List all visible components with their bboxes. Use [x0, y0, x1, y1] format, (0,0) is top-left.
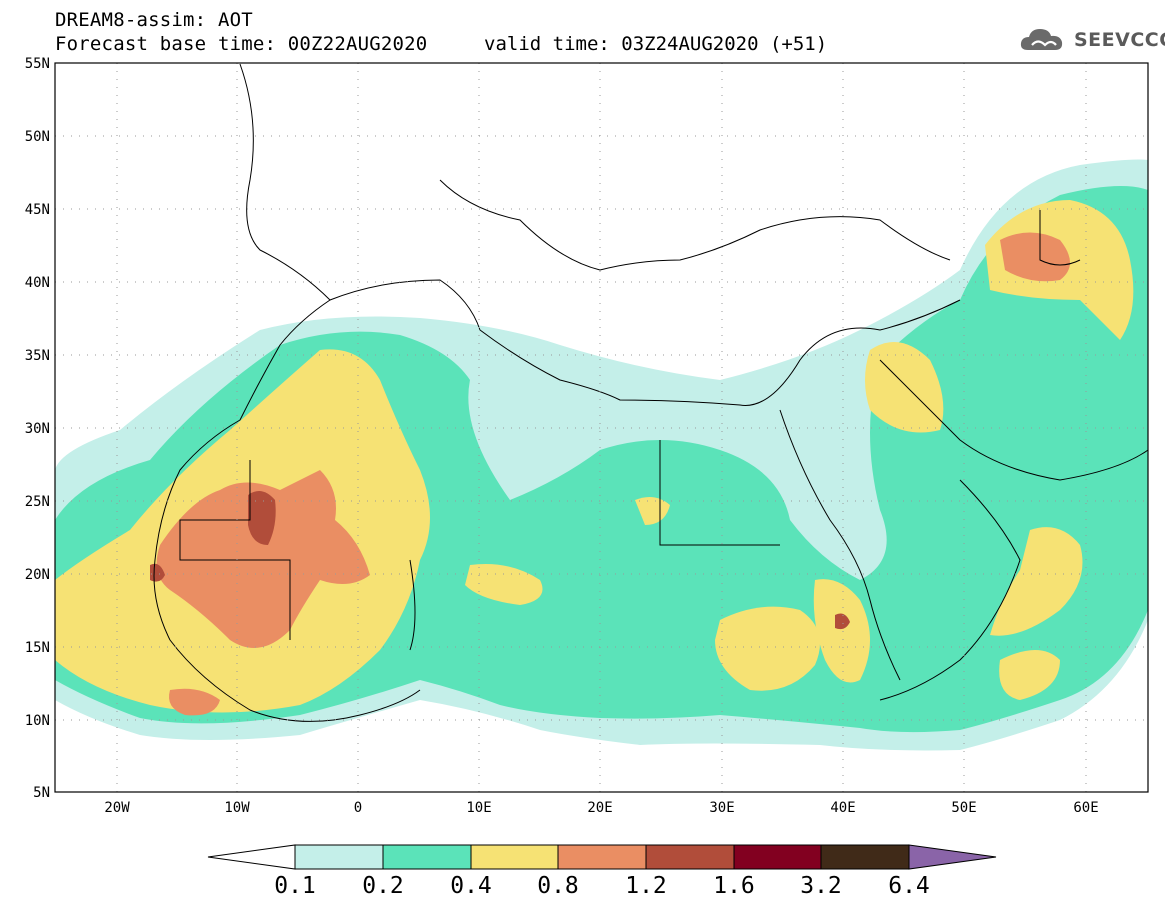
coastlines	[153, 63, 1148, 722]
lat-axis: 55N 50N 45N 40N 35N 30N 25N 20N 15N 10N …	[25, 56, 50, 801]
lat-label: 25N	[25, 494, 50, 510]
colorbar-segment	[294, 844, 384, 870]
colorbar-label: 6.4	[888, 873, 930, 899]
lat-label: 30N	[25, 421, 50, 437]
lat-label: 50N	[25, 129, 50, 145]
seevccc-logo: SEEVCCC	[1018, 24, 1165, 56]
colorbar-segment	[645, 844, 735, 870]
colorbar-label: 0.4	[450, 873, 492, 899]
lon-label: 40E	[830, 800, 855, 816]
lat-label: 40N	[25, 275, 50, 291]
lat-label: 20N	[25, 567, 50, 583]
lon-axis: 20W 10W 0 10E 20E 30E 40E 50E 60E	[104, 800, 1098, 816]
colorbar-segment	[470, 844, 559, 870]
lon-label: 20W	[104, 800, 130, 816]
lon-label: 50E	[951, 800, 976, 816]
colorbar-segment	[733, 844, 822, 870]
map-frame	[54, 62, 1149, 793]
lon-label: 30E	[709, 800, 734, 816]
aot-field	[55, 159, 1148, 751]
lat-label: 15N	[25, 640, 50, 656]
lon-label: 60E	[1073, 800, 1098, 816]
lat-label: 55N	[25, 56, 50, 72]
lat-label: 5N	[33, 785, 50, 801]
lat-label: 35N	[25, 348, 50, 364]
colorbar-segment	[557, 844, 647, 870]
colorbar-label: 3.2	[800, 873, 842, 899]
lon-label: 10E	[466, 800, 491, 816]
lon-label: 10W	[224, 800, 250, 816]
colorbar: 0.1 0.2 0.4 0.8 1.2 1.6 3.2 6.4	[207, 844, 997, 899]
colorbar-right-arrow	[908, 844, 997, 870]
colorbar-label: 1.2	[625, 873, 667, 899]
colorbar-segment	[820, 844, 910, 870]
colorbar-label: 0.2	[362, 873, 404, 899]
colorbar-label: 1.6	[713, 873, 755, 899]
lon-label: 0	[354, 800, 362, 816]
cloud-icon	[1020, 29, 1063, 50]
colorbar-label: 0.8	[537, 873, 579, 899]
lon-label: 20E	[587, 800, 612, 816]
colorbar-left-arrow	[207, 844, 296, 870]
forecast-base-time: Forecast base time: 00Z22AUG2020	[55, 33, 428, 55]
colorbar-label: 0.1	[274, 873, 316, 899]
logo-text: SEEVCCC	[1074, 29, 1165, 51]
colorbar-segment	[382, 844, 472, 870]
lat-label: 10N	[25, 713, 50, 729]
lat-label: 45N	[25, 202, 50, 218]
map-title: DREAM8-assim: AOT	[55, 9, 253, 31]
valid-time: valid time: 03Z24AUG2020 (+51)	[484, 33, 828, 55]
